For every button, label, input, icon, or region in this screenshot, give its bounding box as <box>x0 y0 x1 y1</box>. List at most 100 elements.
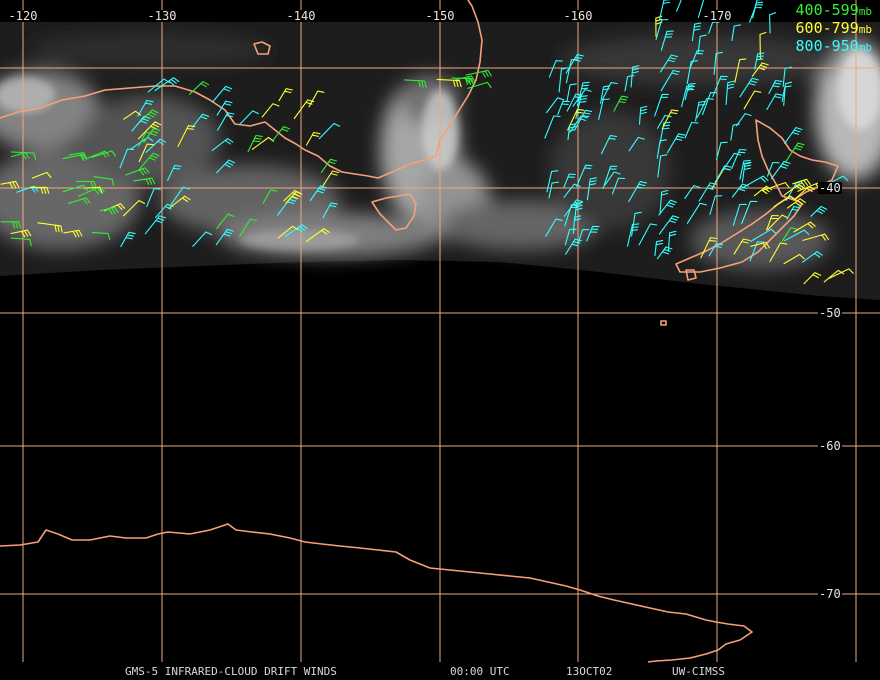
wind-barb <box>305 131 321 146</box>
wind-barb <box>766 214 779 231</box>
wind-barb <box>810 205 828 217</box>
wind-barb <box>62 153 88 162</box>
wind-barb <box>167 164 182 182</box>
wind-barb <box>86 150 110 159</box>
wind-barb <box>655 19 669 40</box>
coastlines <box>0 0 839 663</box>
wind-barb <box>216 159 236 174</box>
wind-barb <box>216 213 235 230</box>
wind-barb <box>712 75 728 98</box>
wind-barb <box>576 81 590 107</box>
wind-barb <box>99 206 119 215</box>
wind-barb <box>404 79 427 88</box>
lat-label: -50 <box>818 306 842 320</box>
wind-barb <box>91 150 117 158</box>
legend-row-600-799: 600-799mb <box>795 19 872 37</box>
antarctica-coastline <box>0 523 753 663</box>
wind-barb <box>630 65 640 88</box>
wind-barb <box>278 88 293 102</box>
wind-barb <box>544 115 561 139</box>
wind-barb <box>802 233 829 241</box>
wind-barb <box>686 202 707 224</box>
pressure-level-legend: 400-599mb 600-799mb 800-950mb <box>796 2 872 56</box>
wind-barb <box>802 251 823 263</box>
wind-barb <box>119 148 135 169</box>
lat-label: -60 <box>818 439 842 453</box>
wind-barb <box>565 54 584 74</box>
wind-barb <box>803 272 822 285</box>
wind-barb <box>708 242 724 257</box>
wind-barb <box>823 269 845 283</box>
wind-barb <box>76 180 97 189</box>
wind-barb <box>602 165 618 190</box>
wind-barb <box>146 188 161 208</box>
wind-barb <box>659 189 669 215</box>
lon-label: -150 <box>424 9 456 23</box>
wind-barb <box>188 81 210 95</box>
wind-barb <box>31 171 52 179</box>
wind-barb <box>759 31 767 59</box>
wind-barb <box>546 97 565 114</box>
wind-barb <box>138 143 154 163</box>
australia-coastline <box>0 0 483 179</box>
wind-barb <box>793 221 816 233</box>
wind-barb <box>309 185 328 202</box>
wind-barb <box>133 177 156 186</box>
wind-barb <box>769 12 777 34</box>
wind-barb <box>698 182 717 202</box>
wind-barb <box>131 115 151 132</box>
wind-barb <box>739 159 751 180</box>
wind-barb <box>624 75 635 92</box>
wind-barb <box>10 229 32 238</box>
wind-barb <box>563 173 576 189</box>
image-caption-bar: GMS-5 INFRARED-CLOUD DRIFT WINDS 00:00 U… <box>0 665 880 679</box>
wind-barb <box>545 218 563 237</box>
wind-barb <box>751 62 769 77</box>
wind-barb <box>601 82 618 101</box>
wind-barb <box>667 230 677 252</box>
wind-barb-layer <box>0 0 854 285</box>
wind-barb <box>68 197 91 205</box>
wind-barb <box>600 135 618 155</box>
wind-barb <box>631 211 642 237</box>
wind-barb <box>676 0 682 12</box>
lon-label: -170 <box>701 9 733 23</box>
island-coastline <box>253 41 271 55</box>
wind-barb <box>731 24 741 42</box>
wind-barb <box>565 58 579 84</box>
wind-barb <box>144 215 167 235</box>
wind-barb <box>784 229 810 242</box>
wind-barb <box>750 228 777 242</box>
small-island <box>660 320 667 326</box>
wind-barb <box>743 90 762 110</box>
wind-barb <box>611 177 626 195</box>
wind-barb <box>322 202 338 219</box>
wind-barb <box>217 112 235 131</box>
wind-barb <box>684 83 696 101</box>
wind-barb <box>320 158 338 173</box>
wind-barb <box>733 238 751 255</box>
wind-barb <box>661 109 679 130</box>
wind-barb <box>783 253 805 265</box>
wind-barb <box>467 81 492 89</box>
wind-barb <box>684 121 699 139</box>
wind-barb <box>768 79 783 94</box>
wind-barb <box>697 34 707 55</box>
wind-barb <box>0 180 20 189</box>
wind-barb <box>177 125 196 147</box>
wind-barb <box>29 186 50 194</box>
source-label: UW-CIMSS <box>672 665 725 678</box>
legend-row-800-950: 800-950mb <box>795 37 872 55</box>
wind-barb <box>10 237 32 247</box>
lon-label: -120 <box>7 9 39 23</box>
wind-barb <box>122 200 146 217</box>
wind-barb <box>731 183 749 198</box>
wind-barb <box>216 100 233 116</box>
wind-barb <box>739 77 759 98</box>
wind-barb <box>782 66 792 88</box>
wind-barb <box>567 123 577 141</box>
wind-barb <box>741 200 758 225</box>
wind-barb <box>566 83 577 103</box>
wind-barb <box>709 195 723 216</box>
